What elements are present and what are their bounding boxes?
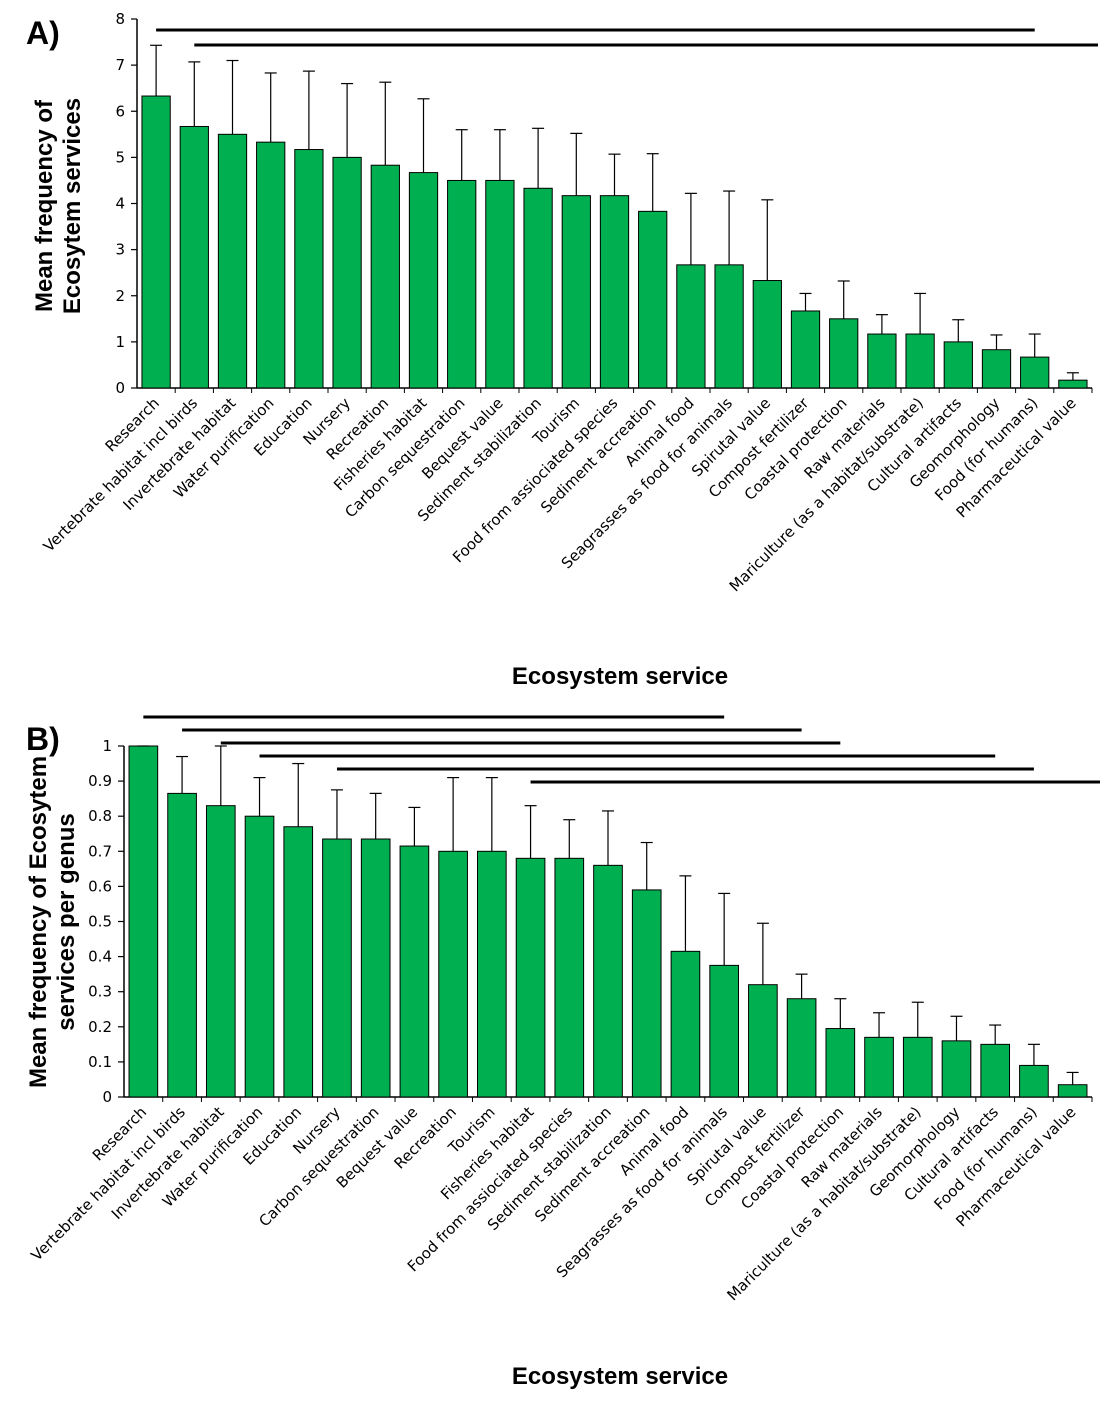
bar xyxy=(399,845,430,1098)
bar xyxy=(447,179,477,389)
bar xyxy=(332,156,362,389)
plot-area-b: 00.10.20.30.40.50.60.70.80.91ResearchVer… xyxy=(28,715,1100,1304)
bar xyxy=(1019,1064,1049,1098)
y-tick-label: 3 xyxy=(115,241,125,259)
bar xyxy=(141,95,171,389)
bar xyxy=(515,857,546,1098)
bar xyxy=(523,187,553,389)
bar xyxy=(676,264,706,389)
bar xyxy=(981,349,1012,389)
bar xyxy=(294,149,324,389)
bar xyxy=(1058,379,1088,389)
bar xyxy=(370,164,400,389)
bar xyxy=(670,950,701,1098)
bar xyxy=(709,964,739,1098)
category-label: Vertebrate habitat incl birds xyxy=(28,1103,190,1265)
y-axis-title-a-line1: Mean frequency of xyxy=(31,99,58,312)
y-tick-label: 8 xyxy=(115,10,125,28)
bar xyxy=(322,838,352,1098)
bar xyxy=(905,333,935,389)
bar xyxy=(408,172,439,389)
bar xyxy=(283,826,314,1098)
bar xyxy=(790,310,821,389)
bar xyxy=(438,850,468,1098)
bar xyxy=(867,333,897,389)
y-tick-label: 6 xyxy=(115,102,125,120)
bar xyxy=(599,195,630,389)
y-tick-label: 0.7 xyxy=(88,842,112,860)
bar xyxy=(205,805,236,1098)
y-axis-title-b-line2: services per genus xyxy=(53,813,80,1030)
x-axis-title-a: Ecosystem service xyxy=(512,663,728,690)
y-tick-label: 7 xyxy=(115,56,125,74)
bar xyxy=(714,264,744,389)
y-tick-label: 4 xyxy=(115,195,125,213)
y-tick-label: 5 xyxy=(115,148,125,166)
bar xyxy=(631,889,662,1098)
y-tick-label: 0 xyxy=(102,1088,112,1106)
y-tick-label: 0.3 xyxy=(88,983,112,1001)
bar xyxy=(786,998,817,1098)
bar xyxy=(941,1040,972,1098)
bar xyxy=(748,984,778,1098)
bar xyxy=(485,179,515,389)
y-tick-label: 1 xyxy=(115,333,125,351)
bar xyxy=(554,857,585,1098)
y-axis-title-a-line2: Ecosytem services xyxy=(59,98,86,314)
bar xyxy=(1057,1084,1088,1098)
bar xyxy=(1020,356,1050,389)
y-tick-label: 2 xyxy=(115,287,125,305)
y-tick-label: 0.9 xyxy=(88,772,112,790)
bar xyxy=(217,133,248,389)
y-tick-label: 0.8 xyxy=(88,807,112,825)
chart-panel-b: B) Mean frequency of Ecosytem services p… xyxy=(25,715,1100,1390)
category-label: Vertebrate habitat incl birds xyxy=(40,394,202,556)
y-tick-label: 0.5 xyxy=(88,913,112,931)
y-tick-label: 0 xyxy=(115,379,125,397)
bar xyxy=(593,864,623,1098)
chart-panel-a: A) Mean frequency of Ecosytem services E… xyxy=(26,10,1098,690)
bar xyxy=(256,141,286,389)
bar xyxy=(477,850,507,1098)
bar xyxy=(244,815,275,1098)
bar xyxy=(752,280,782,389)
bar xyxy=(638,210,668,389)
bar xyxy=(980,1043,1011,1098)
y-tick-label: 0.1 xyxy=(88,1053,112,1071)
bar xyxy=(943,341,973,389)
bar xyxy=(128,745,159,1098)
bar xyxy=(360,838,391,1098)
y-tick-label: 0.6 xyxy=(88,877,112,895)
y-axis-title-b-line1: Mean frequency of Ecosytem xyxy=(25,756,52,1088)
y-tick-label: 0.4 xyxy=(88,948,112,966)
y-tick-label: 0.2 xyxy=(88,1018,112,1036)
bar xyxy=(167,792,197,1098)
bar xyxy=(825,1028,856,1098)
y-tick-label: 1 xyxy=(102,737,112,755)
panel-label-b: B) xyxy=(26,721,60,757)
bar xyxy=(561,195,591,389)
panel-label-a: A) xyxy=(26,15,60,51)
x-axis-title-b: Ecosystem service xyxy=(512,1363,728,1390)
bar xyxy=(829,318,859,389)
bar xyxy=(902,1036,933,1098)
bar xyxy=(864,1036,894,1098)
bar xyxy=(179,125,209,389)
